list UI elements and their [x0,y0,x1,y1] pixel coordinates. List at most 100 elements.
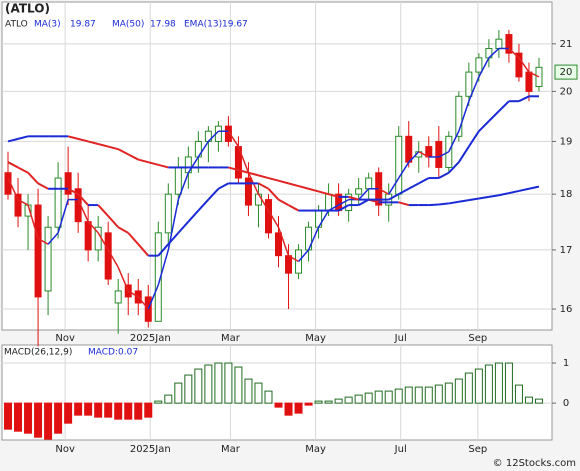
overlay-line [7,137,19,143]
macd-bar [74,402,83,416]
legend-value: 19.87 [70,20,96,30]
macd-bar [124,402,133,420]
macd-bar [54,402,63,434]
overlay-line [308,187,319,193]
candle-body [114,290,122,304]
macd-bar [214,362,223,404]
macd-bar [104,402,113,418]
legend-name: EMA(13) [184,20,222,30]
overlay-line [518,95,530,103]
macd-bar [34,402,43,438]
candle-body [505,34,513,54]
overlay-line [137,158,149,164]
legend-value: 19.67 [222,20,248,30]
candle-body [405,135,413,163]
overlay-line [238,169,249,174]
overlay-line [468,130,480,148]
macd-bar [394,388,403,404]
overlay-line [378,188,390,195]
candle-body [14,193,22,217]
overlay-line [127,153,139,161]
overlay-line [438,202,449,206]
candle-body [144,296,152,322]
candle-body [325,193,333,212]
candle-body [44,226,52,292]
overlay-line [7,177,19,200]
overlay-line [177,172,190,200]
macd-bar [294,402,303,414]
macd-bar [164,394,173,404]
x-tick-label: May [305,444,326,455]
overlay-line [288,182,299,188]
candle-body [355,188,363,195]
overlay-line [67,135,79,140]
macd-bar [194,368,203,404]
overlay-line [17,135,29,140]
overlay-line [488,194,500,198]
overlay-line [288,255,299,263]
overlay-line [297,249,310,262]
ticker: ATLO [5,20,28,30]
overlay-line [107,215,119,228]
y-tick-label: 18 [560,189,573,200]
overlay-line [498,100,510,112]
overlay-line [97,232,109,251]
overlay-line [307,226,320,251]
overlay-line [518,187,530,192]
macd-bar [114,402,123,420]
overlay-line [317,210,330,228]
overlay-line [187,156,199,174]
macd-bar [224,362,233,404]
overlay-line [187,209,200,223]
x-tick-label: May [305,333,326,344]
y-tick-label: 16 [560,304,573,315]
overlay-line [107,249,119,268]
macd-bar [344,396,353,404]
macd-bar [464,372,473,404]
macd-bar [384,390,393,404]
y-tick-label: 21 [560,39,573,50]
overlay-line [167,232,180,245]
macd-bar [204,364,213,404]
overlay-line [348,195,359,201]
overlay-line [458,199,470,203]
candle-body [174,166,182,195]
overlay-line [478,120,490,132]
overlay-line [278,198,289,206]
y-tick-label: 0 [563,398,569,409]
candle-body [365,177,373,190]
overlay-line [267,210,280,228]
price-box-label: 20 [560,67,573,78]
overlay-line [147,284,159,310]
macd-bar [174,382,183,404]
overlay-line [408,182,420,190]
overlay-line [107,145,119,151]
overlay-line [438,151,450,158]
overlay-line [358,188,370,201]
overlay-line [488,110,500,122]
overlay-line [418,151,430,158]
overlay-line [508,189,520,195]
macd-bar [234,366,243,404]
candle-body [34,204,42,298]
macd-bar [474,368,483,404]
overlay-line [358,198,370,206]
overlay-line [157,243,170,257]
watermark: © 12Stocks.com [493,458,576,469]
overlay-line [338,204,350,212]
x-tick-label: Jul [394,444,407,455]
price-panel [1,1,553,331]
overlay-line [448,130,460,153]
overlay-line [418,177,430,185]
chart-title: (ATLO) [5,2,50,16]
overlay-line [77,137,89,143]
overlay-line [17,166,29,174]
candle-body [395,135,403,195]
macd-bar [44,402,53,440]
candle-body [535,66,543,88]
macd-value: MACD:0.07 [88,348,138,358]
overlay-line [17,198,29,206]
overlay-line [298,185,309,190]
candle-body [224,125,232,142]
overlay-line [97,204,109,217]
